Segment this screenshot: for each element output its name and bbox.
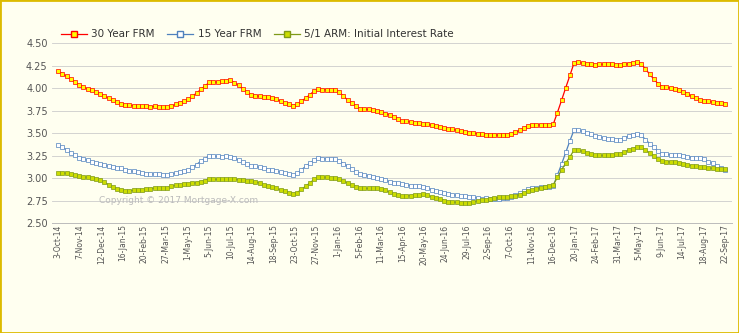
Legend: 30 Year FRM, 15 Year FRM, 5/1 ARM: Initial Interest Rate: 30 Year FRM, 15 Year FRM, 5/1 ARM: Initi… xyxy=(57,25,457,43)
Text: Copyright © 2017 Mortgage-X.com: Copyright © 2017 Mortgage-X.com xyxy=(99,196,259,205)
